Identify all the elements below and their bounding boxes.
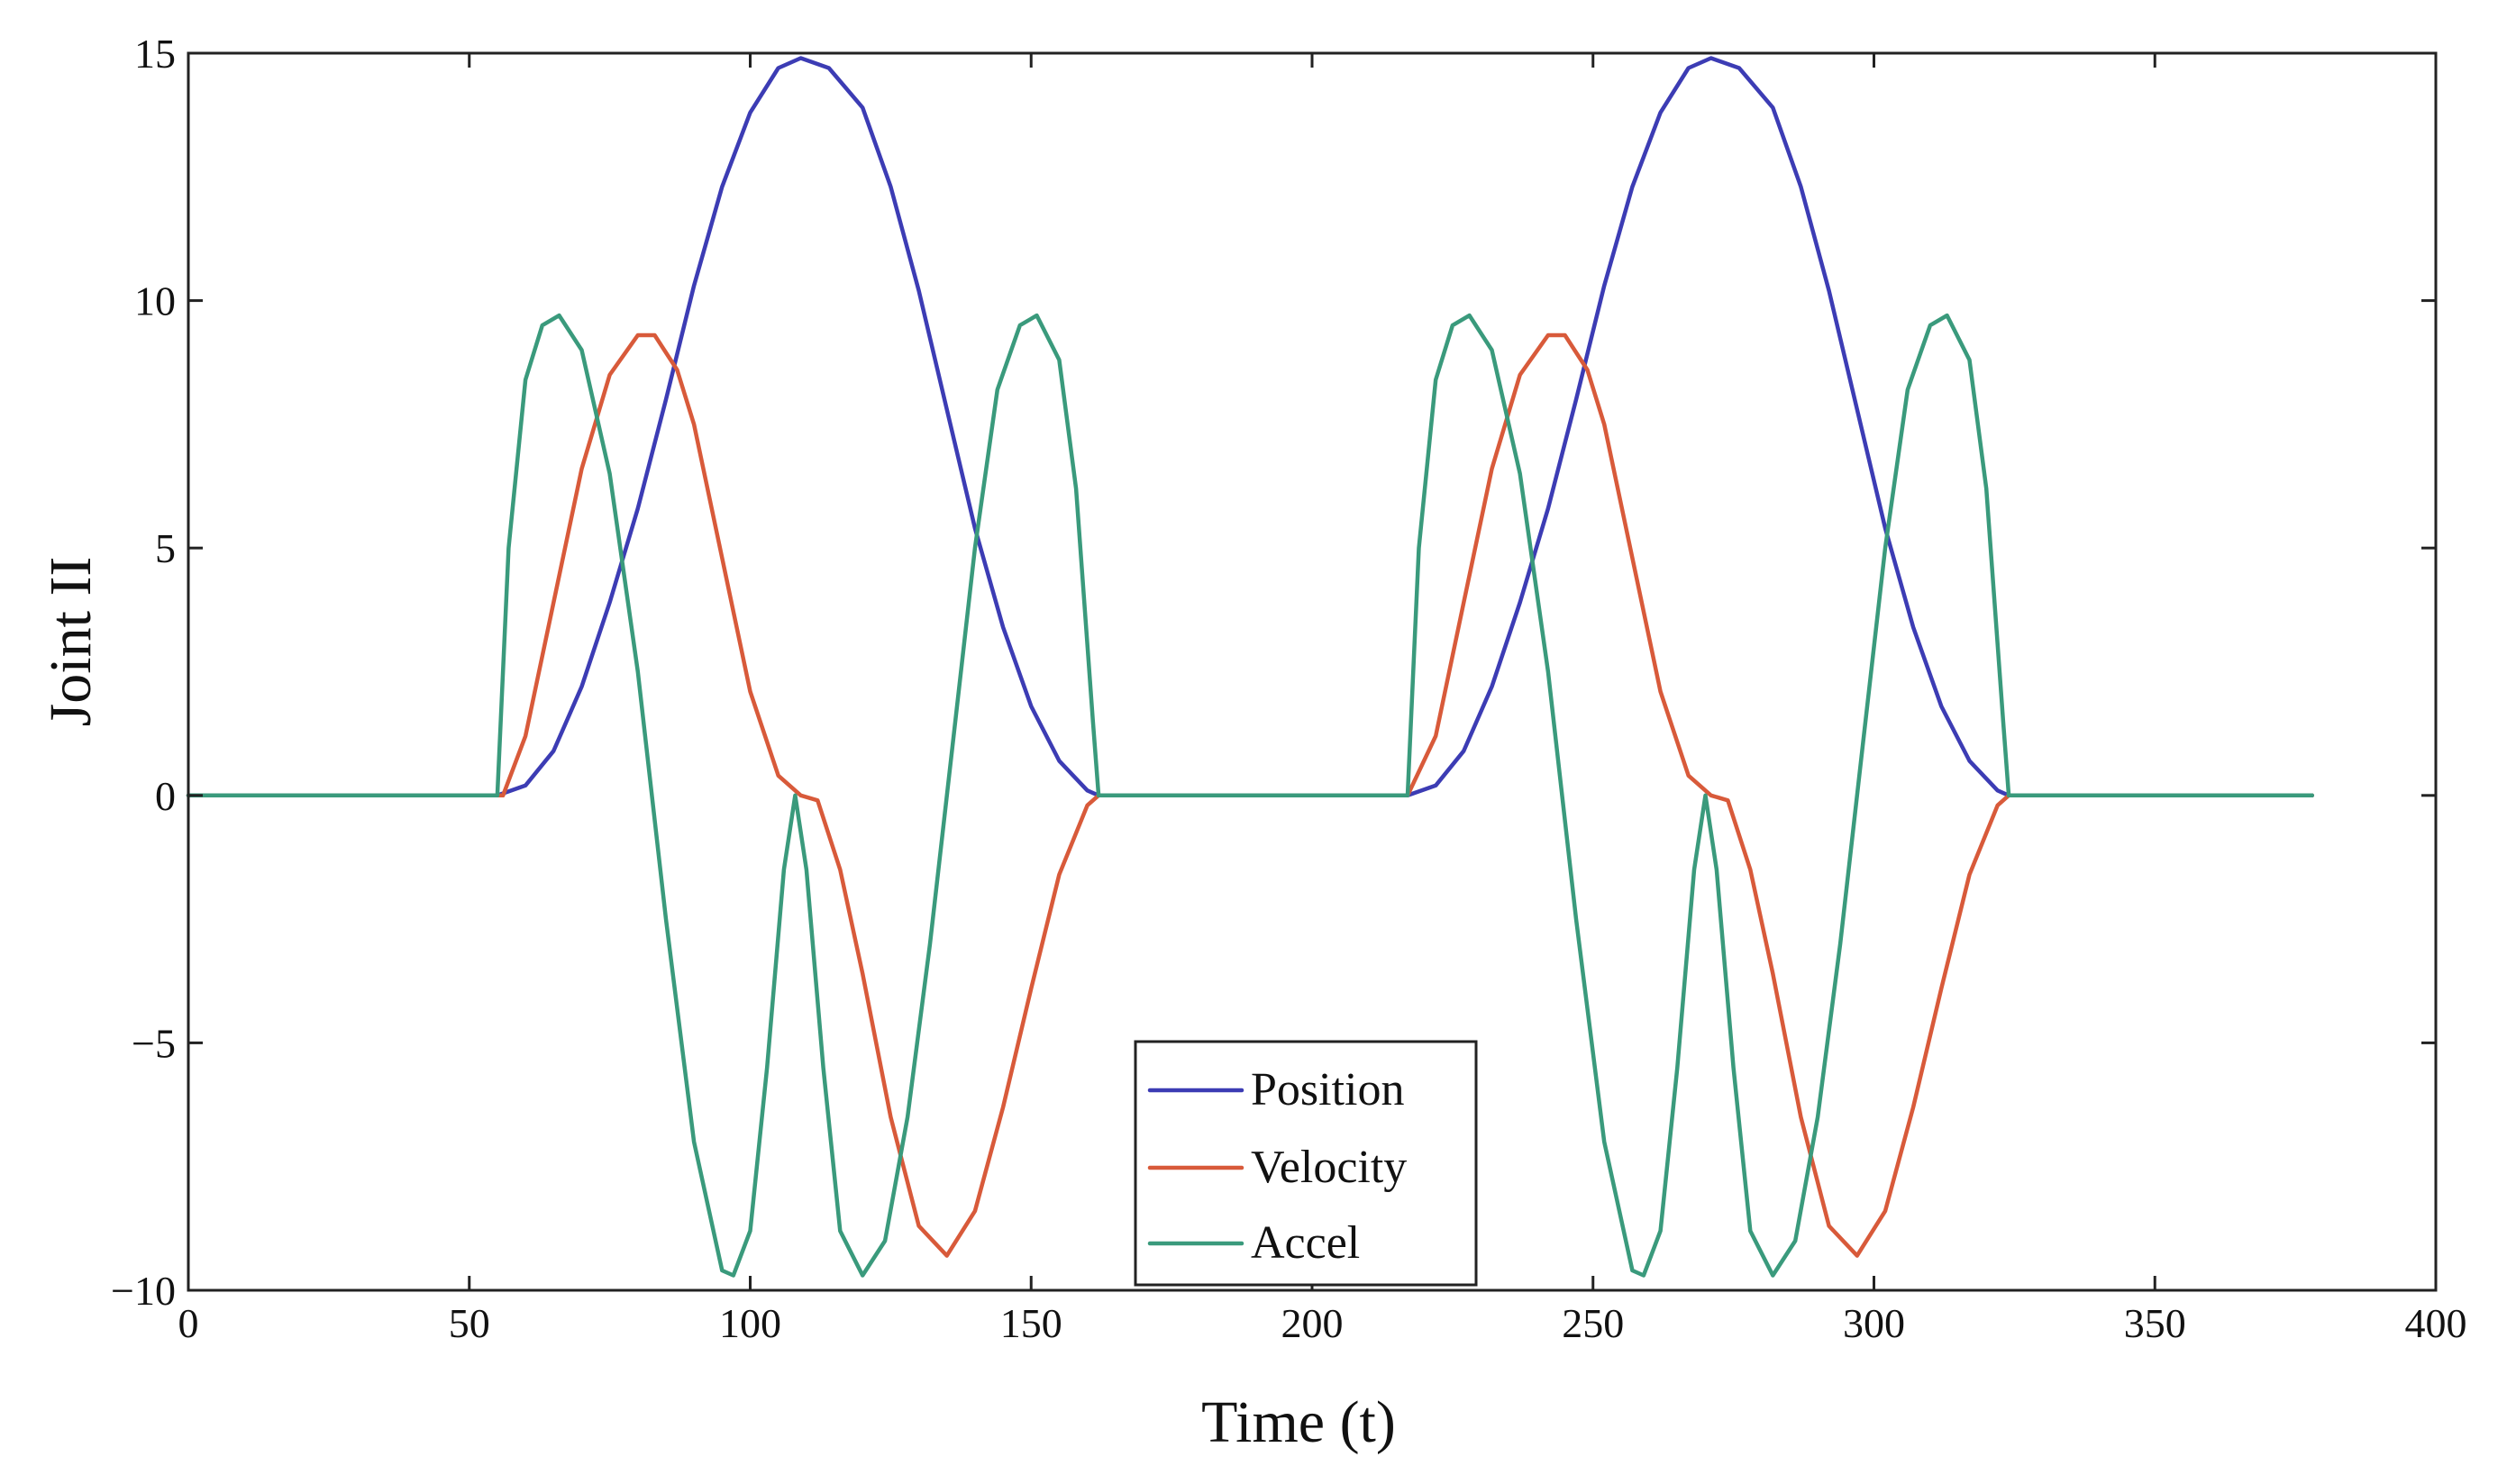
x-tick-labels: 0 50 100 150 200 250 300 350 400 — [178, 1300, 2467, 1346]
x-tick-label: 50 — [449, 1300, 490, 1346]
x-tick-label: 100 — [719, 1300, 781, 1346]
legend: Position Velocity Accel — [1134, 1040, 1478, 1287]
legend-label-position: Position — [1251, 1064, 1405, 1115]
legend-label-velocity: Velocity — [1251, 1142, 1407, 1193]
x-tick-label: 200 — [1281, 1300, 1344, 1346]
y-tick-label: 5 — [155, 525, 176, 571]
y-tick-label: −5 — [132, 1020, 176, 1066]
x-axis-title: Time (t) — [1201, 1389, 1396, 1455]
y-tick-label: 15 — [134, 31, 176, 77]
series-line-accel — [186, 313, 2315, 1278]
series-layer — [186, 56, 2315, 1278]
x-tick-label: 300 — [1843, 1300, 1905, 1346]
y-tick-labels: 15 10 5 0 −5 −10 — [111, 31, 176, 1314]
x-tick-label: 250 — [1562, 1300, 1624, 1346]
x-tick-label: 150 — [1000, 1300, 1062, 1346]
x-tick-label: 0 — [178, 1300, 199, 1346]
legend-label-accel: Accel — [1251, 1217, 1360, 1269]
x-tick-label: 400 — [2405, 1300, 2467, 1346]
y-tick-label: 10 — [134, 278, 176, 324]
y-tick-label: 0 — [155, 773, 176, 819]
x-tick-label: 350 — [2124, 1300, 2186, 1346]
ticks-layer — [187, 51, 2438, 1292]
y-tick-label: −10 — [111, 1268, 176, 1314]
y-axis-title: Joint II — [38, 557, 104, 727]
